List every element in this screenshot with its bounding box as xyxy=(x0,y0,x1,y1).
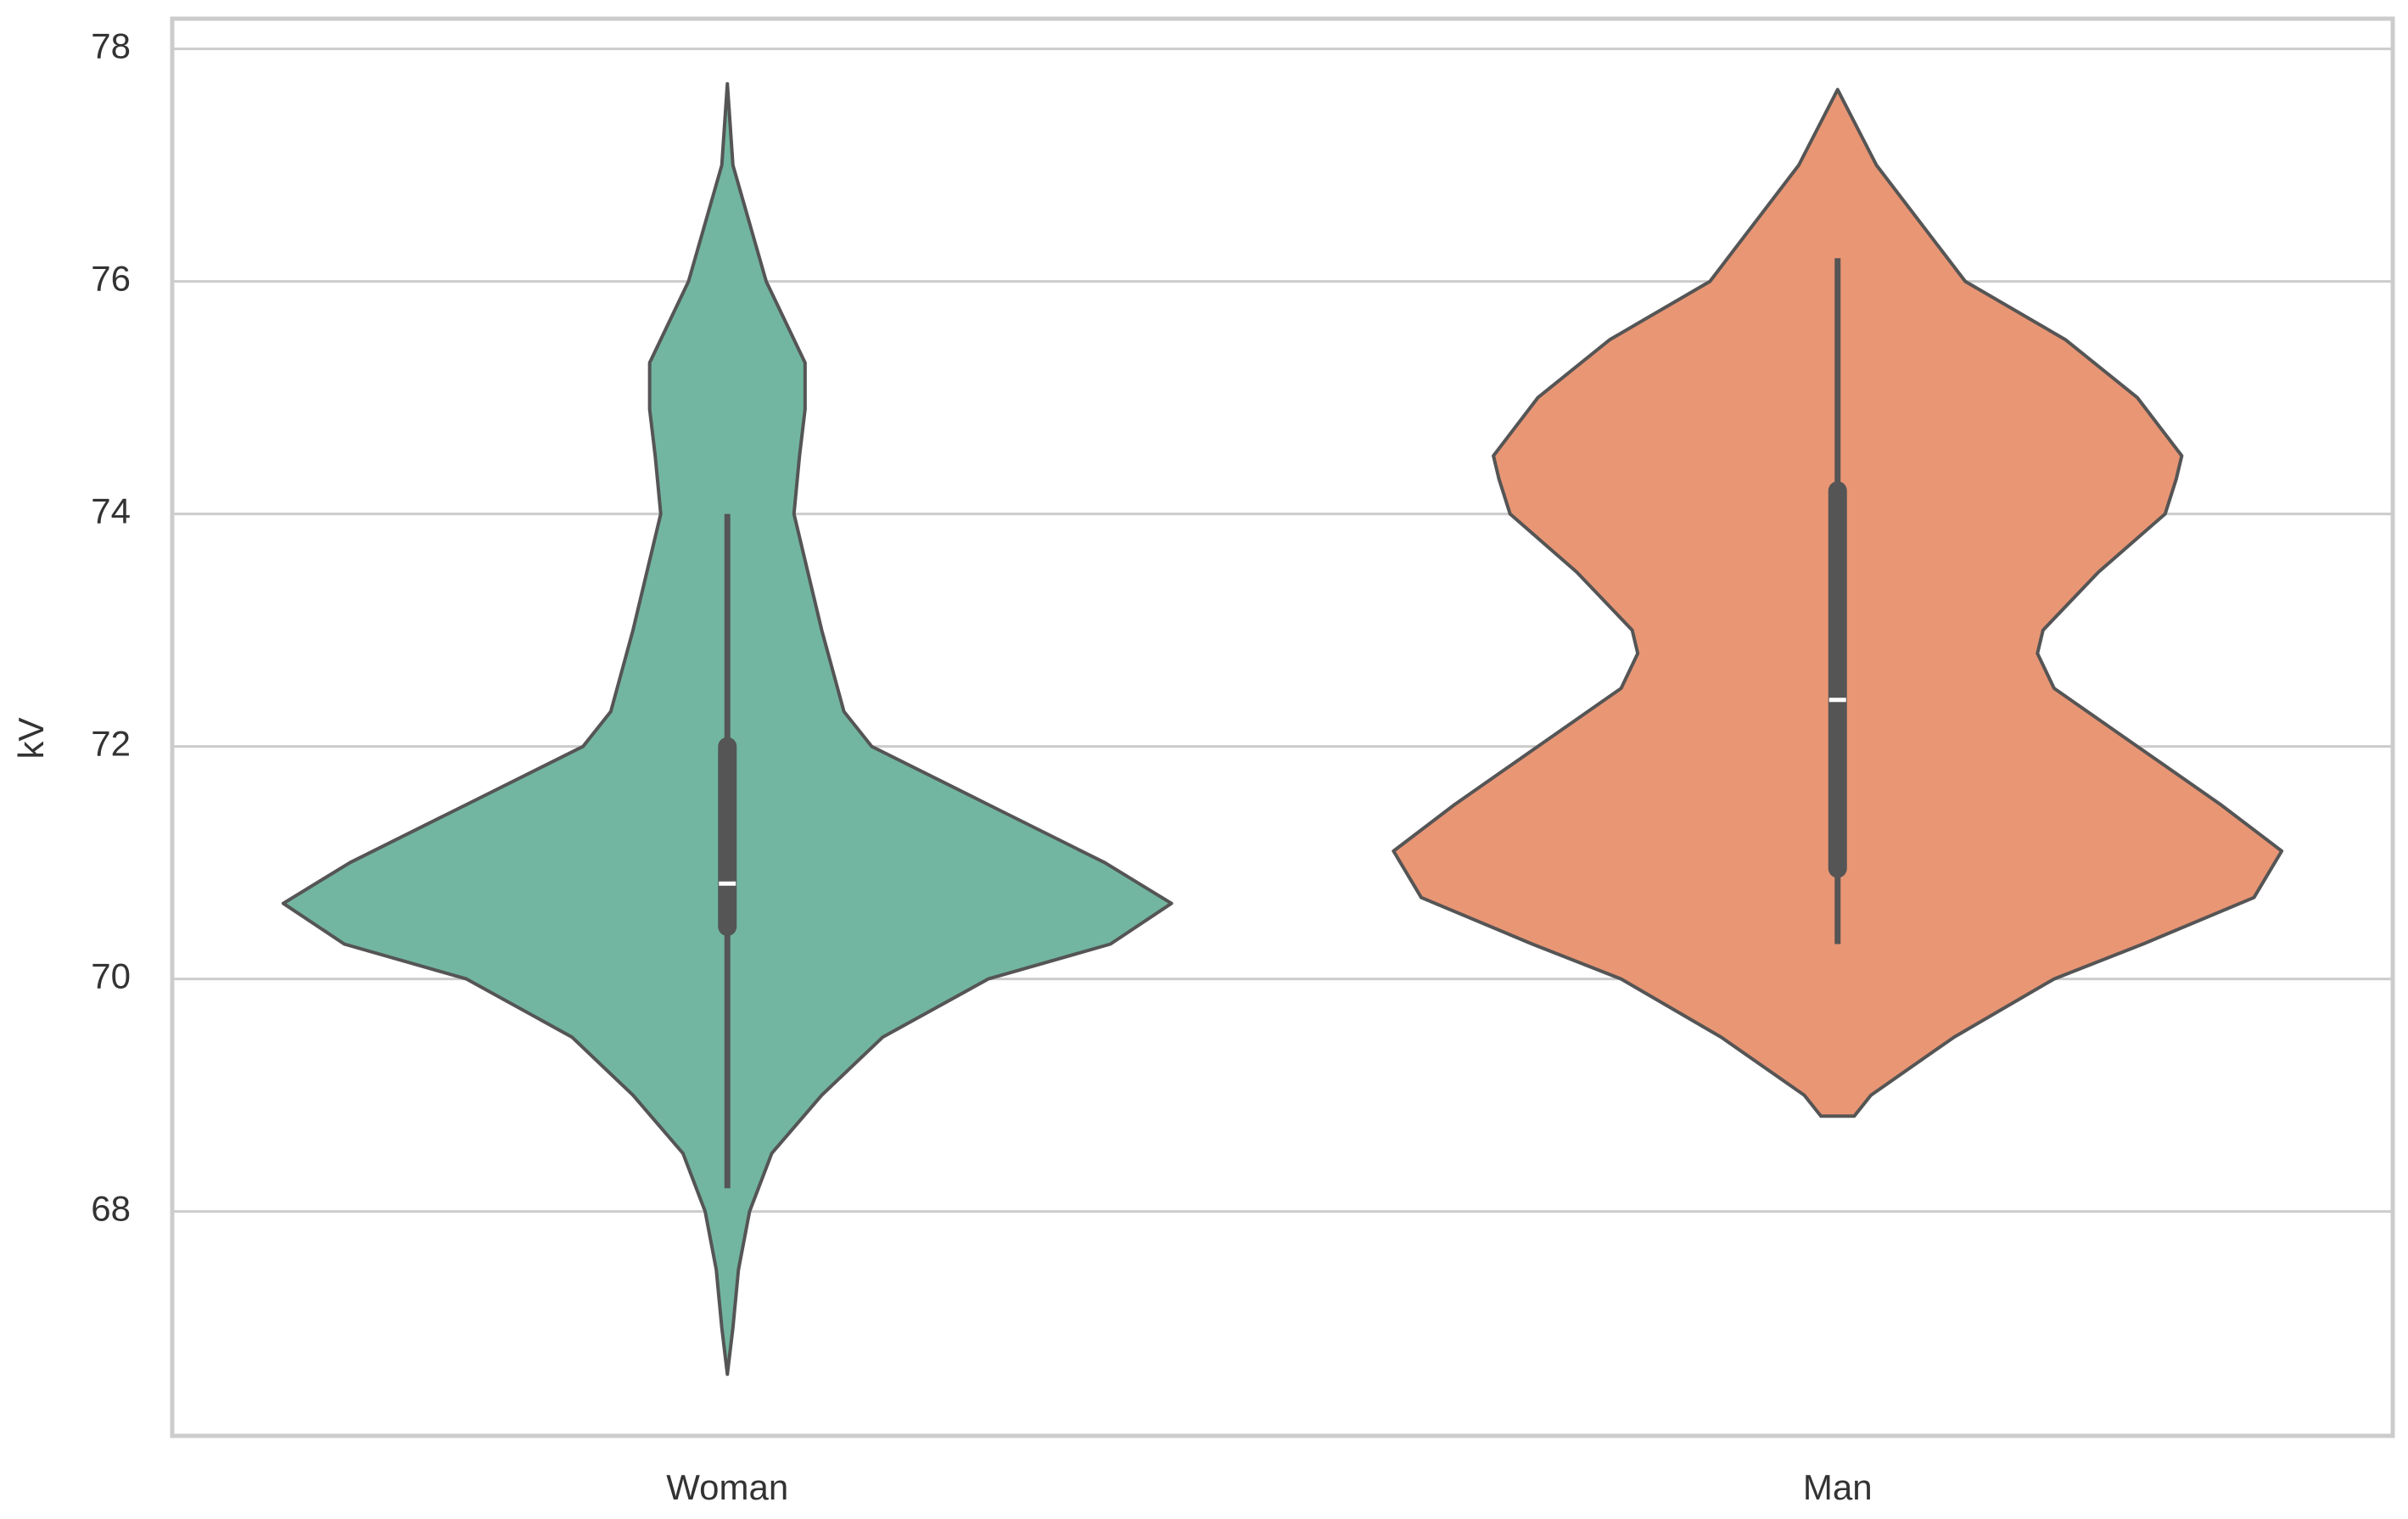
plot-frame xyxy=(170,16,2395,1438)
y-tick-label: 76 xyxy=(91,259,131,299)
x-tick-label: Woman xyxy=(666,1467,788,1507)
y-tick-label: 74 xyxy=(91,491,131,531)
y-tick-label: 68 xyxy=(91,1189,131,1229)
y-tick-label: 72 xyxy=(91,724,131,764)
y-tick-label: 70 xyxy=(91,956,131,996)
y-axis-label: kV xyxy=(11,717,51,759)
y-tick-label: 78 xyxy=(91,26,131,66)
x-tick-label: Man xyxy=(1803,1467,1873,1507)
